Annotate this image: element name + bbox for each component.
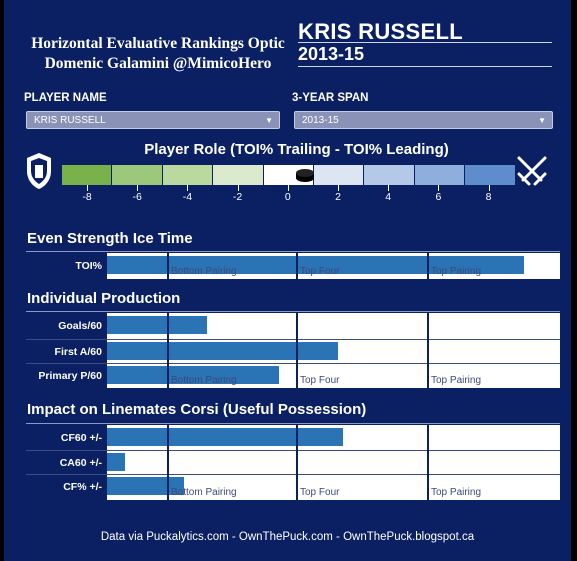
zone-divider: [427, 253, 429, 279]
row-label: CA60 +/-: [59, 457, 102, 469]
span-label: 3-YEAR SPAN: [292, 92, 369, 104]
row-separator: [26, 450, 560, 451]
row-separator: [26, 339, 560, 340]
role-scale-tick-label: -4: [182, 191, 193, 203]
role-scale-tick-label: -6: [132, 191, 142, 203]
role-scale-tick: [137, 185, 139, 191]
role-scale-tick-label: -2: [232, 191, 243, 203]
zone-label: Top Pairing: [431, 487, 482, 498]
role-scale-cell: [414, 165, 465, 185]
player-name-dropdown[interactable]: KRIS RUSSELL ▼: [26, 111, 280, 129]
title-line-2: Domenic Galamini @MimicoHero: [44, 55, 272, 72]
section-rule: [26, 251, 560, 252]
bar: [107, 256, 524, 274]
zone-label: Top Pairing: [431, 375, 482, 386]
role-scale-tick: [287, 185, 289, 191]
role-scale-cell: [162, 165, 213, 185]
role-scale-tick-label: -8: [82, 191, 92, 203]
zone-divider: [296, 253, 298, 279]
zone-divider: [296, 313, 298, 388]
role-scale-cell: [213, 165, 263, 185]
span-dropdown[interactable]: 2013-15 ▼: [294, 111, 553, 129]
row-label: CF60 +/-: [60, 432, 102, 444]
dashboard-title: Horizontal Evaluative Rankings Optic Dom…: [28, 34, 288, 74]
row-label: Goals/60: [58, 320, 102, 332]
zone-label: Bottom Pairing: [171, 487, 237, 498]
zone-divider: [167, 253, 169, 279]
bar: [107, 453, 125, 471]
chevron-down-icon: ▼: [538, 116, 546, 125]
role-scale-cell: [314, 165, 364, 185]
player-name-heading: KRIS RUSSELL: [298, 19, 463, 44]
bar: [107, 428, 343, 446]
bar: [107, 342, 338, 360]
shield-icon: [27, 153, 51, 189]
section-rule: [26, 311, 560, 312]
zone-label: Bottom Pairing: [171, 266, 237, 277]
role-scale-tick-label: 0: [284, 191, 291, 203]
role-scale-tick: [338, 185, 339, 191]
zone-divider: [427, 313, 429, 388]
player-name-underline: [298, 42, 552, 43]
zone-divider: [427, 425, 429, 500]
row-label: First A/60: [54, 346, 102, 358]
footer-credits: Data via Puckalytics.com - OwnThePuck.co…: [100, 531, 475, 543]
section-title-toi: Even Strength Ice Time: [27, 230, 193, 247]
role-scale-tick: [488, 185, 490, 191]
role-scale-cell: [62, 165, 112, 185]
section-title-production: Individual Production: [27, 290, 181, 307]
zone-label: Top Four: [300, 375, 340, 386]
row-label: Primary P/60: [38, 370, 102, 382]
role-scale-tick: [187, 185, 189, 191]
dashboard-panel: Horizontal Evaluative Rankings Optic Dom…: [4, 0, 571, 561]
role-scale-tick: [237, 185, 239, 191]
zone-divider: [167, 313, 169, 388]
role-scale-tick-label: 6: [435, 191, 442, 203]
season-heading: 2013-15: [298, 44, 365, 64]
zone-divider: [296, 425, 298, 500]
role-scale-tick: [388, 185, 390, 191]
puck-icon: [296, 169, 314, 182]
span-dropdown-value: 2013-15: [302, 115, 339, 126]
row-separator: [26, 363, 560, 364]
role-scale-tick-label: 4: [385, 191, 392, 203]
role-scale-tick: [438, 185, 440, 191]
role-scale-cell: [364, 165, 414, 185]
role-scale-tick-label: 2: [335, 191, 341, 203]
chevron-down-icon: ▼: [265, 116, 273, 125]
role-scale-tick-label: 8: [485, 191, 492, 203]
puck-marker: [292, 165, 318, 185]
role-scale-cell: [112, 165, 162, 185]
crossed-swords-icon: [517, 156, 547, 186]
zone-label: Bottom Pairing: [171, 375, 237, 386]
row-label: TOI%: [75, 260, 102, 272]
zone-label: Top Four: [300, 487, 340, 498]
player-name-dropdown-value: KRIS RUSSELL: [34, 115, 106, 126]
season-underline: [298, 66, 552, 67]
bar: [107, 366, 279, 384]
zone-label: Top Pairing: [431, 266, 482, 277]
row-separator: [26, 474, 560, 475]
bar: [107, 477, 184, 495]
role-scale-tick: [87, 185, 88, 191]
row-label: CF% +/-: [63, 481, 102, 493]
section-title-linemates: Impact on Linemates Corsi (Useful Posses…: [27, 401, 367, 418]
title-line-1: Horizontal Evaluative Rankings Optic: [31, 35, 285, 52]
player-role-title: Player Role (TOI% Trailing - TOI% Leadin…: [144, 141, 449, 158]
role-scale-cell: [465, 165, 515, 185]
player-name-label: PLAYER NAME: [24, 92, 107, 104]
section-rule: [26, 423, 560, 424]
bar: [107, 316, 207, 334]
zone-label: Top Four: [300, 266, 340, 277]
zone-divider: [167, 425, 169, 500]
